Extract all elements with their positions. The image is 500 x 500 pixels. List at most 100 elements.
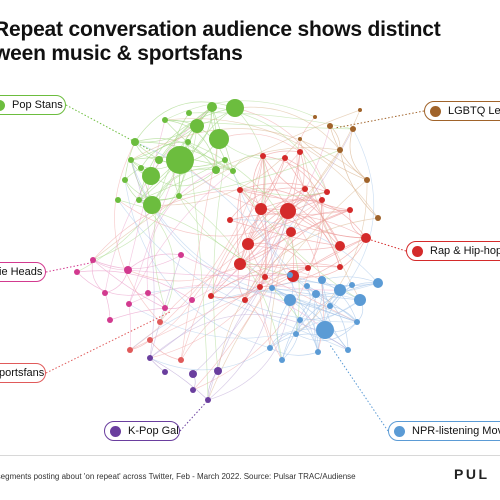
graph-edge [180, 254, 341, 291]
graph-node-npr [318, 276, 326, 284]
graph-edge [109, 307, 166, 321]
graph-edge [207, 286, 261, 401]
graph-edge [104, 292, 111, 321]
graph-edge [239, 188, 341, 247]
graph-node-pop-stans [176, 193, 182, 199]
graph-node-pop-stans [115, 197, 121, 203]
graph-node-npr [334, 284, 346, 296]
graph-node-lgbtq [298, 137, 302, 141]
sports-label: portsfans [0, 367, 45, 379]
graph-edge [149, 347, 271, 371]
graph-edge [315, 293, 358, 323]
graph-node-indie [124, 266, 132, 274]
graph-edge [127, 263, 241, 282]
lgbtq-label: LGBTQ Left [448, 105, 500, 117]
graph-edge [218, 133, 301, 153]
graph-node-npr [354, 294, 366, 306]
graph-edge [295, 321, 358, 342]
graph-node-npr [354, 319, 360, 325]
npr-label: NPR-listening Movie [412, 425, 500, 437]
graph-node-lgbtq [375, 215, 381, 221]
graph-node-pop-stans [207, 102, 217, 112]
graph-node-kpop [147, 355, 153, 361]
graph-edge [92, 125, 198, 261]
graph-edge [192, 210, 289, 375]
graph-node-npr [293, 331, 299, 337]
graph-node-rap [297, 149, 303, 155]
graph-edge [321, 279, 358, 323]
graph-edge [127, 269, 291, 277]
graph-node-npr [304, 283, 310, 289]
rap-dot-icon [412, 245, 423, 257]
graph-node-rap [302, 186, 308, 192]
graph-node-indie [178, 252, 184, 258]
graph-edge [130, 159, 331, 307]
graph-node-lgbtq [350, 126, 356, 132]
graph-node-rap [305, 265, 311, 271]
graph-edge [127, 119, 166, 271]
graph-edge [127, 253, 182, 271]
graph-edge [207, 299, 291, 401]
leader-line [179, 397, 211, 432]
graph-edge [180, 151, 301, 361]
graph-node-lgbtq [358, 108, 362, 112]
graph-node-kpop [205, 397, 211, 403]
graph-edge [239, 189, 266, 278]
page-title: Repeat conversation audience shows disti… [0, 18, 500, 66]
graph-node-indie [145, 290, 151, 296]
graph-edge [281, 319, 301, 361]
graph-node-npr [345, 347, 351, 353]
graph-node-pop-stans [142, 167, 160, 185]
graph-node-kpop [190, 387, 196, 393]
graph-node-sports [157, 319, 163, 325]
graph-edge [239, 189, 341, 268]
graph-node-npr [312, 290, 320, 298]
indie-label: ie Heads [0, 266, 43, 278]
graph-edge [217, 217, 379, 372]
kpop-dot-icon [110, 425, 121, 437]
rap-label: Rap & Hip-hop [430, 245, 500, 257]
graph-node-pop-stans [185, 139, 191, 145]
graph-node-npr [349, 282, 355, 288]
graph-edge [271, 287, 349, 351]
graph-edge [158, 106, 213, 161]
graph-edge [149, 299, 193, 341]
graph-node-npr [287, 272, 293, 278]
graph-edge [215, 147, 341, 171]
leader-line [334, 110, 425, 129]
graph-node-rap [286, 227, 296, 237]
graph-node-pop-stans [230, 168, 236, 174]
graph-edge [178, 195, 294, 277]
graph-node-pop-stans [155, 156, 163, 164]
graph-node-rap [347, 207, 353, 213]
graph-edge [299, 138, 361, 301]
graph-edge [259, 209, 351, 288]
graph-edge [128, 170, 234, 305]
graph-node-rap [319, 197, 325, 203]
graph-edge [114, 141, 161, 323]
graph-edge [290, 231, 295, 277]
legend-kpop-gals: K-Pop Gals [104, 421, 180, 441]
graph-node-indie [126, 301, 132, 307]
graph-node-kpop [189, 370, 197, 378]
source-caption: ce segments posting about 'on repeat' ac… [0, 472, 356, 481]
graph-node-indie [162, 305, 168, 311]
graph-node-rap [242, 238, 254, 250]
graph-node-rap [280, 203, 296, 219]
graph-edge [207, 208, 273, 401]
graph-edge [210, 295, 349, 351]
graph-edge [178, 149, 341, 197]
graph-edge [188, 112, 354, 130]
graph-node-sports [127, 347, 133, 353]
graph-node-sports [147, 337, 153, 343]
graph-node-pop-stans [226, 99, 244, 117]
graph-node-rap [255, 203, 267, 215]
graph-edge [149, 357, 209, 401]
graph-edge [130, 159, 155, 359]
leader-line [45, 261, 96, 273]
graph-node-kpop [162, 369, 168, 375]
graph-edge [134, 101, 236, 143]
graph-node-lgbtq [337, 147, 343, 153]
graph-node-npr [315, 349, 321, 355]
